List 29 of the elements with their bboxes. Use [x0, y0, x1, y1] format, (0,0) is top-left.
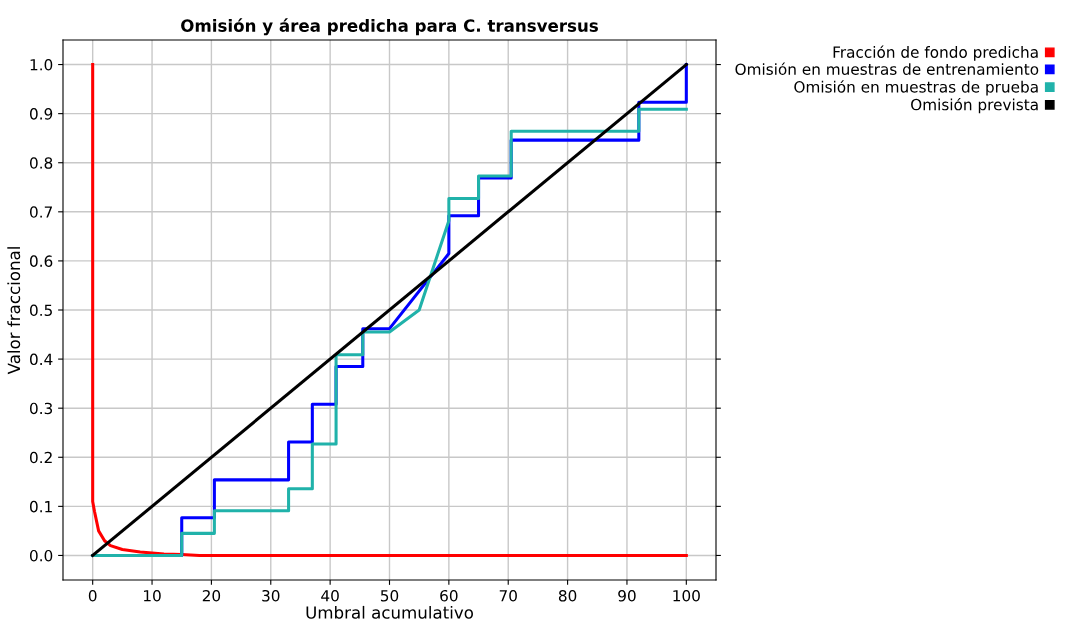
y-tick-label: 0.4 — [29, 353, 53, 366]
legend-label: Omisión prevista — [911, 97, 1038, 114]
legend-label: Omisión en muestras de entrenamiento — [735, 62, 1039, 75]
x-tick-label: 30 — [262, 589, 280, 602]
y-tick-label: 0.1 — [29, 500, 52, 513]
x-tick-label: 80 — [558, 589, 577, 602]
y-tick-label: 0.7 — [29, 206, 52, 218]
y-tick-label: 0.6 — [29, 255, 53, 267]
y-tick-label: 0.0 — [29, 549, 53, 562]
x-tick-label: 60 — [440, 589, 458, 602]
x-tick-label: 10 — [144, 589, 161, 602]
x-tick-label: 90 — [618, 589, 636, 602]
y-tick-label: 0.2 — [29, 451, 52, 464]
chart-title: Omisión y área predicha para C. transversus — [181, 18, 598, 36]
y-axis-title: Valor fraccional — [7, 247, 21, 375]
x-tick-label: 40 — [321, 589, 339, 602]
x-tick-label: 70 — [499, 589, 517, 602]
x-axis-title: Umbral acumulativo — [306, 605, 473, 619]
legend-label: Omisión en muestras de prueba — [794, 80, 1038, 96]
legend-label: Fracción de fondo predicha — [833, 45, 1038, 61]
x-tick-label: 20 — [202, 589, 221, 602]
y-tick-label: 1.0 — [30, 59, 53, 71]
y-tick-label: 0.3 — [29, 402, 53, 415]
y-tick-label: 0.8 — [29, 157, 53, 169]
x-tick-label: 0 — [88, 589, 97, 602]
y-tick-label: 0.9 — [29, 108, 53, 120]
x-tick-label: 100 — [673, 589, 700, 602]
y-tick-label: 0.5 — [29, 304, 52, 317]
x-tick-label: 50 — [380, 589, 399, 602]
